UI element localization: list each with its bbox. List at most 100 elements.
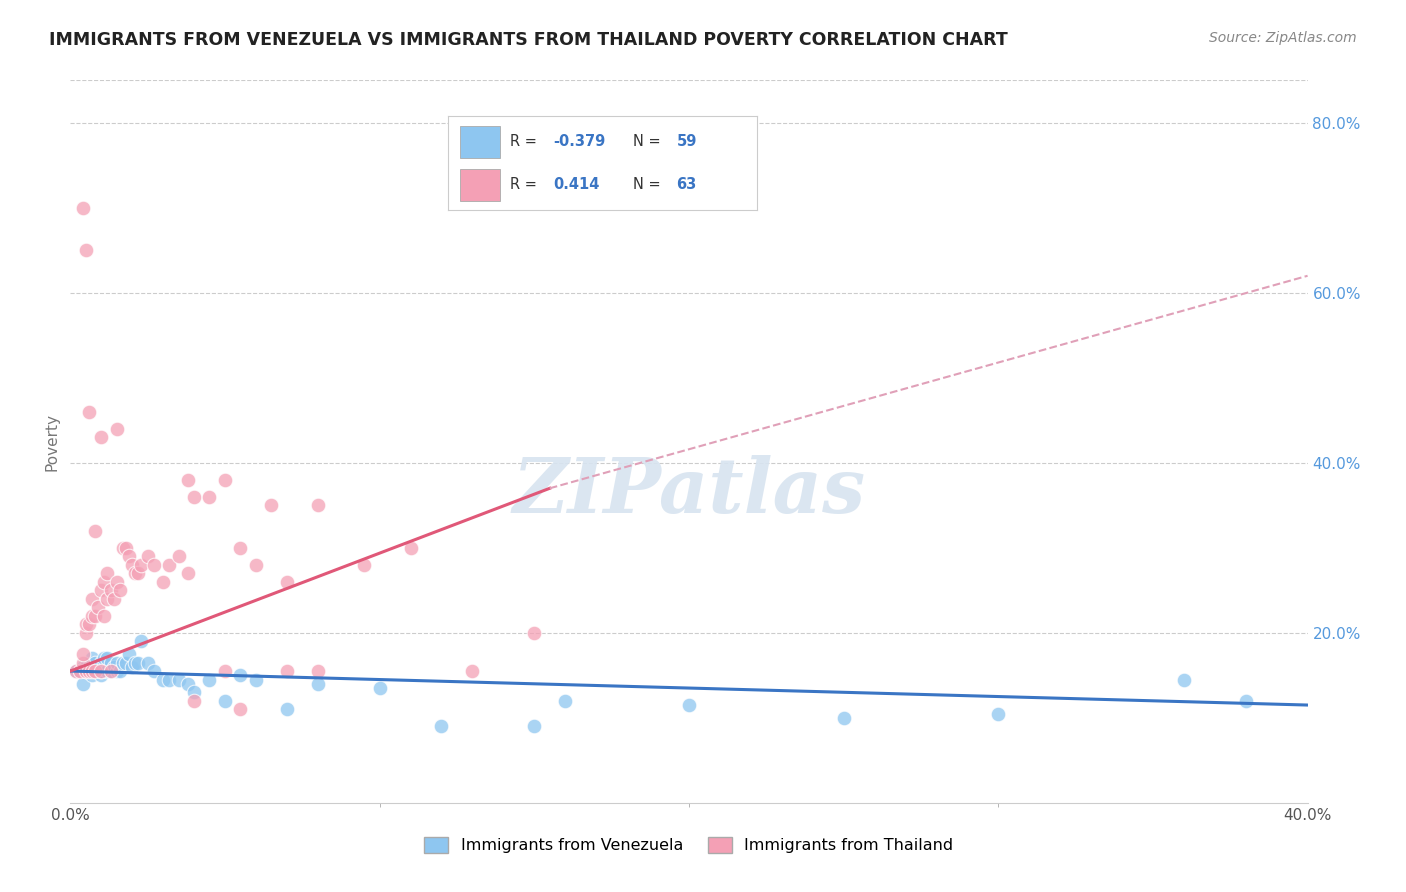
Point bbox=[72, 201, 94, 215]
Point bbox=[100, 583, 122, 598]
Point bbox=[80, 656, 103, 670]
Point bbox=[77, 617, 100, 632]
Point bbox=[77, 664, 100, 678]
Point bbox=[136, 656, 159, 670]
Point bbox=[832, 711, 855, 725]
Point bbox=[136, 549, 159, 564]
Point bbox=[177, 473, 200, 487]
Point bbox=[90, 664, 112, 678]
Point bbox=[115, 541, 138, 555]
Point bbox=[157, 558, 180, 572]
Point bbox=[72, 677, 94, 691]
Point bbox=[111, 656, 134, 670]
Point bbox=[105, 574, 128, 589]
Point bbox=[84, 524, 107, 538]
Point bbox=[127, 656, 149, 670]
Point bbox=[198, 673, 221, 687]
Point bbox=[72, 660, 94, 674]
Point bbox=[183, 694, 205, 708]
Point bbox=[80, 608, 103, 623]
Point bbox=[93, 608, 115, 623]
Point bbox=[69, 664, 91, 678]
Point bbox=[80, 664, 103, 678]
Point bbox=[111, 541, 134, 555]
Point bbox=[214, 664, 236, 678]
Point bbox=[90, 668, 112, 682]
Point bbox=[80, 591, 103, 606]
Point bbox=[260, 498, 283, 512]
Point bbox=[127, 566, 149, 581]
Point bbox=[229, 668, 252, 682]
Point bbox=[75, 660, 97, 674]
Point bbox=[84, 664, 107, 678]
Legend: Immigrants from Venezuela, Immigrants from Thailand: Immigrants from Venezuela, Immigrants fr… bbox=[418, 831, 960, 860]
Point bbox=[152, 574, 174, 589]
Point bbox=[142, 664, 165, 678]
Point bbox=[276, 664, 298, 678]
Point bbox=[100, 656, 122, 670]
Point bbox=[276, 574, 298, 589]
Point bbox=[108, 583, 131, 598]
Point bbox=[72, 647, 94, 661]
Point bbox=[523, 719, 546, 733]
Point bbox=[77, 660, 100, 674]
Point bbox=[75, 625, 97, 640]
Point bbox=[80, 651, 103, 665]
Point bbox=[307, 498, 329, 512]
Point bbox=[90, 664, 112, 678]
Point bbox=[124, 656, 146, 670]
Point bbox=[177, 677, 200, 691]
Point bbox=[108, 664, 131, 678]
Point bbox=[84, 608, 107, 623]
Point bbox=[93, 574, 115, 589]
Point bbox=[115, 656, 138, 670]
Point bbox=[142, 558, 165, 572]
Point bbox=[90, 430, 112, 444]
Point bbox=[1234, 694, 1257, 708]
Point bbox=[105, 422, 128, 436]
Text: IMMIGRANTS FROM VENEZUELA VS IMMIGRANTS FROM THAILAND POVERTY CORRELATION CHART: IMMIGRANTS FROM VENEZUELA VS IMMIGRANTS … bbox=[49, 31, 1008, 49]
Point bbox=[65, 664, 87, 678]
Point bbox=[96, 566, 118, 581]
Y-axis label: Poverty: Poverty bbox=[44, 412, 59, 471]
Point bbox=[84, 656, 107, 670]
Point bbox=[65, 664, 87, 678]
Point bbox=[80, 668, 103, 682]
Point bbox=[84, 664, 107, 678]
Point bbox=[399, 541, 422, 555]
Point bbox=[245, 558, 267, 572]
Point bbox=[100, 664, 122, 678]
Point bbox=[214, 694, 236, 708]
Point bbox=[152, 673, 174, 687]
Point bbox=[229, 541, 252, 555]
Point bbox=[368, 681, 391, 695]
Point bbox=[72, 656, 94, 670]
Point bbox=[87, 600, 110, 615]
Point bbox=[100, 664, 122, 678]
Point bbox=[69, 664, 91, 678]
Point bbox=[177, 566, 200, 581]
Point bbox=[75, 664, 97, 678]
Point bbox=[103, 660, 125, 674]
Point bbox=[84, 660, 107, 674]
Point bbox=[75, 244, 97, 258]
Point bbox=[93, 651, 115, 665]
Point bbox=[75, 664, 97, 678]
Text: Source: ZipAtlas.com: Source: ZipAtlas.com bbox=[1209, 31, 1357, 45]
Point bbox=[245, 673, 267, 687]
Point bbox=[183, 490, 205, 504]
Point bbox=[554, 694, 576, 708]
Point bbox=[93, 656, 115, 670]
Point bbox=[96, 591, 118, 606]
Point bbox=[105, 656, 128, 670]
Point bbox=[157, 673, 180, 687]
Point bbox=[214, 473, 236, 487]
Point bbox=[276, 702, 298, 716]
Text: ZIPatlas: ZIPatlas bbox=[512, 455, 866, 529]
Point bbox=[1173, 673, 1195, 687]
Point bbox=[77, 664, 100, 678]
Point bbox=[77, 405, 100, 419]
Point bbox=[121, 558, 143, 572]
Point bbox=[198, 490, 221, 504]
Point bbox=[118, 647, 141, 661]
